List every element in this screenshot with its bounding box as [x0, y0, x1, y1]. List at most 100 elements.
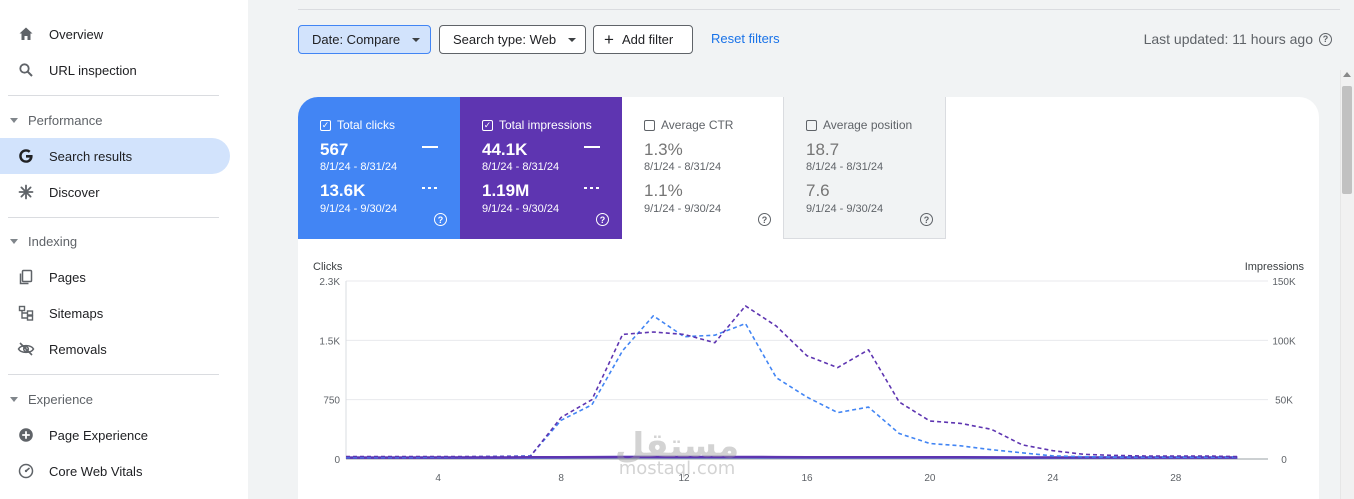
help-icon[interactable]: ? — [920, 213, 933, 226]
sidebar-item-overview[interactable]: Overview — [0, 16, 230, 52]
metric-range-current: 8/1/24 - 8/31/24 — [806, 161, 884, 173]
metric-average-position[interactable]: Average position 18.7 8/1/24 - 8/31/24 7… — [784, 97, 946, 239]
metric-range-current: 8/1/24 - 8/31/24 — [482, 161, 560, 173]
toolbar-divider — [298, 9, 1340, 10]
add-filter-button[interactable]: + Add filter — [593, 25, 693, 54]
sidebar-divider — [8, 374, 219, 375]
metric-value-current: 18.7 — [806, 140, 840, 159]
y2-axis-label: Impressions — [1245, 261, 1305, 273]
dashed-line-legend-icon — [422, 187, 438, 189]
add-filter-label: Add filter — [621, 32, 674, 47]
metric-value-compare: 7.6 — [806, 181, 830, 200]
performance-card: ✓ Total clicks 567 8/1/24 - 8/31/24 13.6K… — [298, 97, 1319, 499]
metric-range-compare: 9/1/24 - 9/30/24 — [806, 203, 884, 215]
watermark: مستقل mostaql.com — [612, 428, 742, 479]
y2-tick-label: 150K — [1272, 277, 1296, 288]
x-tick-label: 4 — [435, 473, 441, 484]
search-icon — [17, 61, 35, 79]
plus-icon: + — [604, 30, 614, 49]
y-tick-label: 2.3K — [319, 277, 340, 288]
y2-tick-label: 50K — [1275, 396, 1293, 407]
sidebar-item-url-inspection[interactable]: URL inspection — [0, 52, 230, 88]
search-type-label: Search type: Web — [453, 32, 557, 47]
dropdown-arrow-icon — [568, 37, 577, 42]
chevron-down-icon — [10, 397, 18, 402]
pages-icon — [17, 268, 35, 286]
scroll-up-arrow-icon[interactable] — [1343, 72, 1351, 77]
y-tick-label: 0 — [334, 455, 340, 466]
solid-line-legend-icon — [422, 146, 438, 148]
metric-value-compare: 13.6K — [320, 181, 366, 200]
checkbox-unchecked-icon[interactable] — [644, 119, 655, 131]
sidebar-item-label: Pages — [49, 269, 86, 285]
search-type-chip[interactable]: Search type: Web — [439, 25, 586, 54]
checkbox-checked-icon[interactable]: ✓ — [320, 119, 331, 131]
sidebar-item-label: Overview — [49, 26, 104, 42]
help-icon[interactable]: ? — [1319, 32, 1332, 46]
google-g-icon — [17, 147, 35, 165]
sidebar-item-label: Search results — [49, 148, 133, 164]
scrollbar-thumb[interactable] — [1342, 86, 1352, 194]
x-tick-label: 16 — [801, 473, 813, 484]
sitemap-icon — [17, 304, 35, 322]
metric-value-current: 567 — [320, 140, 349, 159]
checkbox-checked-icon[interactable]: ✓ — [482, 119, 493, 131]
sidebar-item-label: Sitemaps — [49, 305, 104, 321]
metric-value-compare: 1.1% — [644, 181, 683, 200]
speedometer-icon — [17, 462, 35, 480]
chevron-down-icon — [10, 118, 18, 123]
sidebar-item-core-web-vitals[interactable]: Core Web Vitals — [0, 453, 230, 489]
metric-range-current: 8/1/24 - 8/31/24 — [644, 161, 722, 173]
sidebar-item-label: URL inspection — [49, 62, 137, 78]
watermark-arabic: مستقل — [614, 426, 740, 466]
removals-icon — [17, 340, 35, 358]
asterisk-icon — [17, 183, 35, 201]
sidebar-divider — [8, 95, 219, 96]
metric-range-compare: 9/1/24 - 9/30/24 — [482, 203, 560, 215]
y2-tick-label: 0 — [1281, 455, 1287, 466]
metric-total-impressions[interactable]: ✓ Total impressions 44.1K 8/1/24 - 8/31/2… — [460, 97, 622, 239]
x-tick-label: 28 — [1170, 473, 1182, 484]
sidebar-item-label: Removals — [49, 341, 107, 357]
metric-range-compare: 9/1/24 - 9/30/24 — [320, 203, 398, 215]
checkbox-unchecked-icon[interactable] — [806, 119, 817, 131]
sidebar-item-pages[interactable]: Pages — [0, 259, 230, 295]
last-updated: Last updated: 11 hours ago ? — [1144, 31, 1332, 47]
dashed-line-legend-icon — [584, 187, 600, 189]
x-tick-label: 24 — [1047, 473, 1059, 484]
series-line-left-dashed — [346, 315, 1238, 459]
metric-range-compare: 9/1/24 - 9/30/24 — [644, 203, 722, 215]
metric-title: Total impressions — [499, 118, 592, 132]
metric-value-current: 1.3% — [644, 140, 683, 159]
date-filter-label: Date: Compare — [312, 32, 401, 47]
metric-average-ctr[interactable]: Average CTR 1.3% 8/1/24 - 8/31/24 1.1% 9… — [622, 97, 784, 239]
x-tick-label: 20 — [924, 473, 936, 484]
sidebar-item-removals[interactable]: Removals — [0, 331, 230, 367]
y-tick-label: 750 — [323, 396, 340, 407]
metric-title: Average CTR — [661, 118, 734, 132]
y2-tick-label: 100K — [1272, 336, 1296, 347]
sidebar-divider — [8, 217, 219, 218]
reset-filters-link[interactable]: Reset filters — [711, 31, 780, 46]
sidebar-item-discover[interactable]: Discover — [0, 174, 230, 210]
metric-title: Total clicks — [337, 118, 396, 132]
home-icon — [17, 25, 35, 43]
sidebar-item-sitemaps[interactable]: Sitemaps — [0, 295, 230, 331]
help-icon[interactable]: ? — [758, 213, 771, 226]
help-icon[interactable]: ? — [596, 213, 609, 226]
x-tick-label: 8 — [558, 473, 564, 484]
metric-total-clicks[interactable]: ✓ Total clicks 567 8/1/24 - 8/31/24 13.6K… — [298, 97, 460, 239]
sidebar-item-label: Page Experience — [49, 427, 149, 443]
y-axis-label: Clicks — [313, 261, 343, 273]
y-tick-label: 1.5K — [319, 336, 340, 347]
help-icon[interactable]: ? — [434, 213, 447, 226]
sidebar-item-page-experience[interactable]: Page Experience — [0, 417, 230, 453]
sidebar-item-label: Core Web Vitals — [49, 463, 143, 479]
metric-range-current: 8/1/24 - 8/31/24 — [320, 161, 398, 173]
sidebar-item-label: Discover — [49, 184, 100, 200]
x-tick-label: 12 — [679, 473, 691, 484]
date-filter-chip[interactable]: Date: Compare — [298, 25, 431, 54]
watermark-latin: mostaql.com — [618, 458, 736, 479]
metric-value-compare: 1.19M — [482, 181, 530, 200]
sidebar-item-search-results[interactable]: Search results — [0, 138, 230, 174]
